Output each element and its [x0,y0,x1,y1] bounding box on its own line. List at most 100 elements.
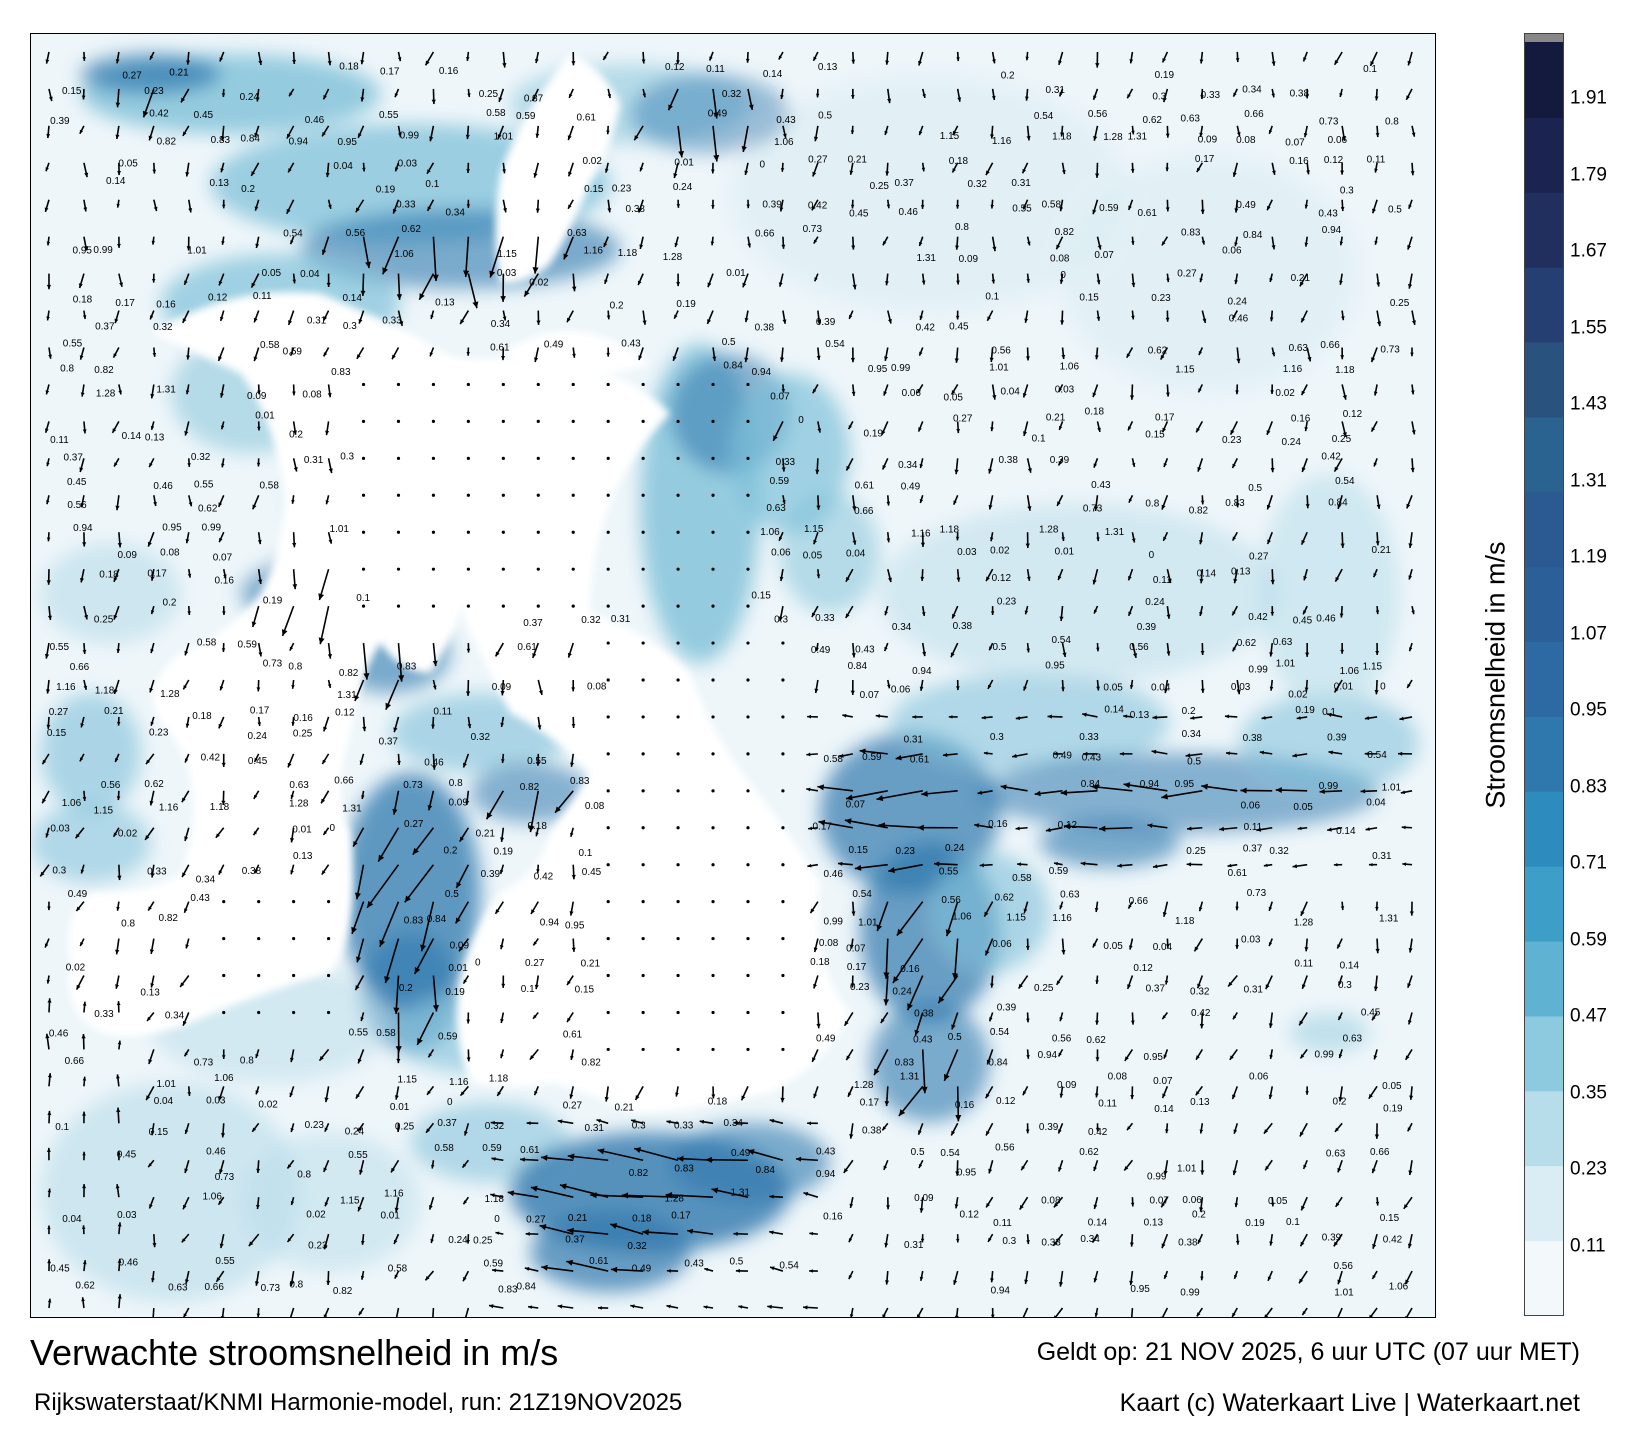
current-arrow [324,1086,330,1103]
current-arrow [257,569,263,585]
current-arrow [596,1118,609,1125]
current-arrow [1269,273,1274,283]
zero-current-dot [641,715,645,719]
speed-value-label: 0.62 [401,224,421,235]
zero-current-dot [676,493,680,497]
current-arrow [222,569,227,579]
current-arrow [149,51,155,61]
speed-value-label: 0.32 [1190,987,1210,998]
speed-value-label: 0.73 [1247,888,1267,899]
speed-value-label: 0.83 [211,135,231,146]
current-arrow [875,714,888,718]
current-arrow [883,384,889,396]
current-arrow [769,1119,784,1125]
current-speed-map[interactable]: 0.27 0.21 0.18 0.17 0.16 0.12 0.11 0.14 0.13 0.2 0… [30,33,1436,1318]
current-arrow [606,125,610,135]
current-arrow [1199,273,1204,283]
current-arrow [1054,752,1063,756]
speed-value-label: 0.06 [992,939,1012,950]
current-arrow [1373,975,1379,992]
current-arrow [806,752,818,757]
speed-value-label: 0.49 [708,109,728,120]
current-arrow [1231,457,1238,469]
zero-current-dot [606,715,610,719]
current-arrow [392,199,400,214]
current-arrow [1165,125,1170,138]
zero-current-dot [466,567,470,571]
current-arrow [842,713,853,718]
current-arrow [642,310,647,325]
current-arrow [292,421,298,435]
zero-current-dot [711,715,715,719]
current-arrow [219,51,225,62]
speed-value-label: 0.04 [1366,798,1386,809]
speed-value-label: 0.25 [1186,846,1206,857]
current-arrow [1304,421,1308,432]
speed-value-label: 1.06 [774,137,794,148]
colorbar-band [1525,1165,1563,1242]
current-arrow [1328,750,1343,755]
current-arrow [1270,569,1275,585]
zero-current-dot [606,604,610,608]
current-arrow [956,88,962,102]
current-arrow [221,199,226,209]
current-arrow [466,1012,471,1024]
current-arrow [183,1307,190,1317]
current-arrow [886,88,892,104]
speed-value-label: 0.34 [165,1011,185,1022]
zero-current-dot [257,1010,261,1015]
current-arrow [918,51,924,66]
current-arrow [568,88,574,99]
current-arrow [1304,199,1309,209]
speed-value-label: 0.42 [149,109,169,120]
current-arrow [1375,532,1380,546]
speed-value-label: 0.15 [1380,1213,1400,1224]
current-arrow [666,1304,679,1309]
speed-value-label: 0.66 [65,1056,85,1067]
current-arrow [1405,88,1413,101]
speed-value-label: 0.2 [1182,706,1196,717]
current-arrow [1373,1049,1378,1060]
speed-value-label: 0.11 [433,707,452,718]
current-arrow [921,790,958,797]
speed-value-label: 0.11 [50,435,69,446]
current-arrow [281,605,295,637]
current-arrow [1400,790,1413,795]
current-arrow [571,716,576,728]
speed-value-label: 1.06 [760,527,780,538]
current-arrow [1053,1307,1064,1317]
current-arrow [221,643,226,652]
zero-current-dot [606,382,610,387]
speed-value-label: 0.18 [949,156,969,167]
current-arrow [115,495,120,511]
speed-value-label: 0.08 [160,547,180,558]
current-arrow [989,347,994,363]
current-arrow [255,1197,260,1210]
current-arrow [1096,310,1101,321]
speed-value-label: 0.04 [1151,683,1171,694]
map-canvas[interactable]: 0.27 0.210.18 0.17 0.16 0.12 0.11 0.140.130.2 0… [31,34,1435,1317]
current-arrow [463,236,470,277]
current-arrow [1227,975,1238,987]
speed-value-label: 0.61 [517,642,537,653]
speed-value-label: 0.3 [1338,980,1352,991]
current-arrow [888,863,923,874]
current-arrow [848,1270,854,1280]
current-arrow [149,310,155,320]
current-arrow [431,88,436,105]
current-arrow [977,790,993,795]
speed-value-label: 0.56 [67,500,87,511]
current-arrow [1026,273,1030,283]
current-arrow [1296,716,1308,720]
current-arrow [1235,51,1240,63]
current-arrow [1095,975,1099,985]
speed-value-label: 0.5 [729,1256,743,1267]
current-arrow [951,162,959,173]
current-arrow [852,273,857,290]
current-arrow [849,1197,854,1209]
zero-current-dot [711,752,715,756]
zero-current-dot [746,715,750,719]
current-arrow [711,199,715,209]
zero-current-dot [501,382,505,387]
current-arrow [220,421,225,430]
